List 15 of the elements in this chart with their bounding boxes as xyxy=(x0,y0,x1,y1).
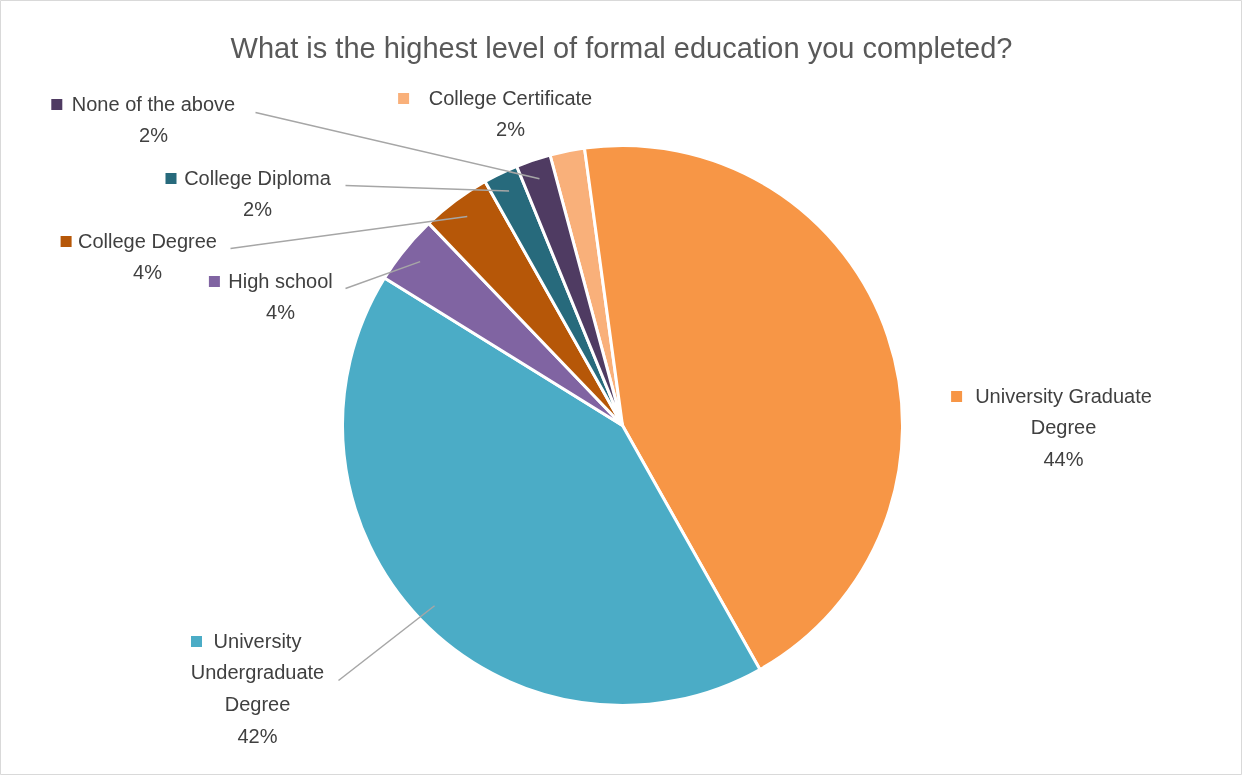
legend-label: High school xyxy=(228,269,333,292)
data-label: 4% xyxy=(133,261,163,284)
legend-label: College Degree xyxy=(78,229,217,252)
legend-label: University Graduate Degree xyxy=(975,384,1152,439)
legend-label: None of the above xyxy=(71,92,236,115)
data-label: 4% xyxy=(266,301,296,324)
data-label: 2% xyxy=(139,124,169,147)
legend-label: College Diploma xyxy=(184,166,332,189)
data-label: 44% xyxy=(1043,448,1084,471)
data-label: 2% xyxy=(496,118,526,141)
chart-title: What is the highest level of formal education you completed? xyxy=(230,31,1013,64)
legend-label: University Undergraduate Degree xyxy=(190,629,325,716)
data-label: 42% xyxy=(237,725,278,748)
data-label: 2% xyxy=(243,198,273,221)
legend-label: College Certificate xyxy=(428,86,593,109)
